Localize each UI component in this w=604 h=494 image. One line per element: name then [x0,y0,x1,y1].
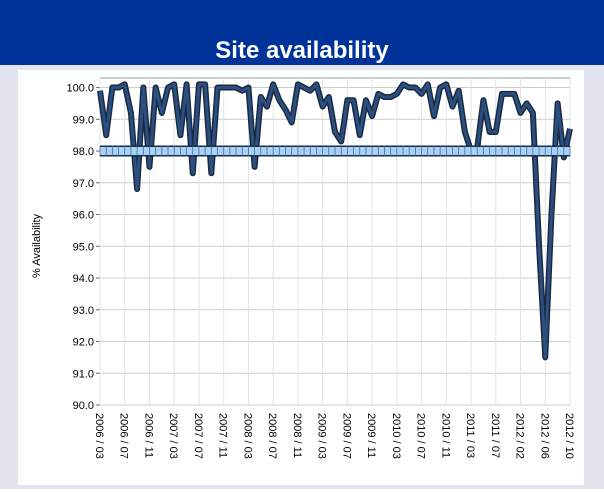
x-tick-label: 2008 / 11 [291,413,303,458]
x-tick-label: 2012 / 06 [538,413,550,459]
y-tick-label: 93.0 [73,305,94,317]
y-tick-label: 94.0 [73,273,94,285]
chart-title: Site availability [215,37,389,64]
x-tick-label: 2010 / 07 [415,413,427,459]
header [0,0,604,65]
y-axis-label: % Availability [31,214,43,278]
line [98,82,572,359]
x-tick-label: 2006 / 07 [118,413,130,459]
x-tick-label: 2012 / 02 [514,413,526,459]
x-tick-label: 2008 / 03 [241,413,253,459]
x-tick-label: 2010 / 11 [439,413,451,458]
x-tick-label: 2009 / 11 [365,413,377,458]
y-tick-label: 92.0 [73,337,94,349]
x-tick-label: 2010 / 03 [390,413,402,459]
x-tick-label: 2006 / 11 [142,413,154,458]
y-tick-label: 96.0 [73,210,94,222]
y-tick-label: 91.0 [73,368,94,380]
x-tick-label: 2007 / 03 [167,413,179,459]
y-tick-label: 99.0 [73,114,94,126]
x-tick-label: 2009 / 03 [316,413,328,459]
x-tick-label: 2008 / 07 [266,413,278,459]
x-tick-label: 2009 / 07 [340,413,352,459]
x-tick-label: 2006 / 03 [93,413,105,459]
y-tick-label: 98.0 [73,146,94,158]
x-tick-label: 2007 / 11 [217,413,229,458]
y-tick-label: 97.0 [73,178,94,190]
y-tick-label: 90.0 [73,400,94,412]
x-tick-label: 2011 / 03 [464,413,476,458]
y-tick-label: 100.0 [66,83,94,95]
y-tick-label: 95.0 [73,241,94,253]
x-tick-label: 2011 / 07 [489,413,501,458]
x-tick-label: 2012 / 10 [563,413,575,459]
x-tick-label: 2007 / 07 [192,413,204,459]
